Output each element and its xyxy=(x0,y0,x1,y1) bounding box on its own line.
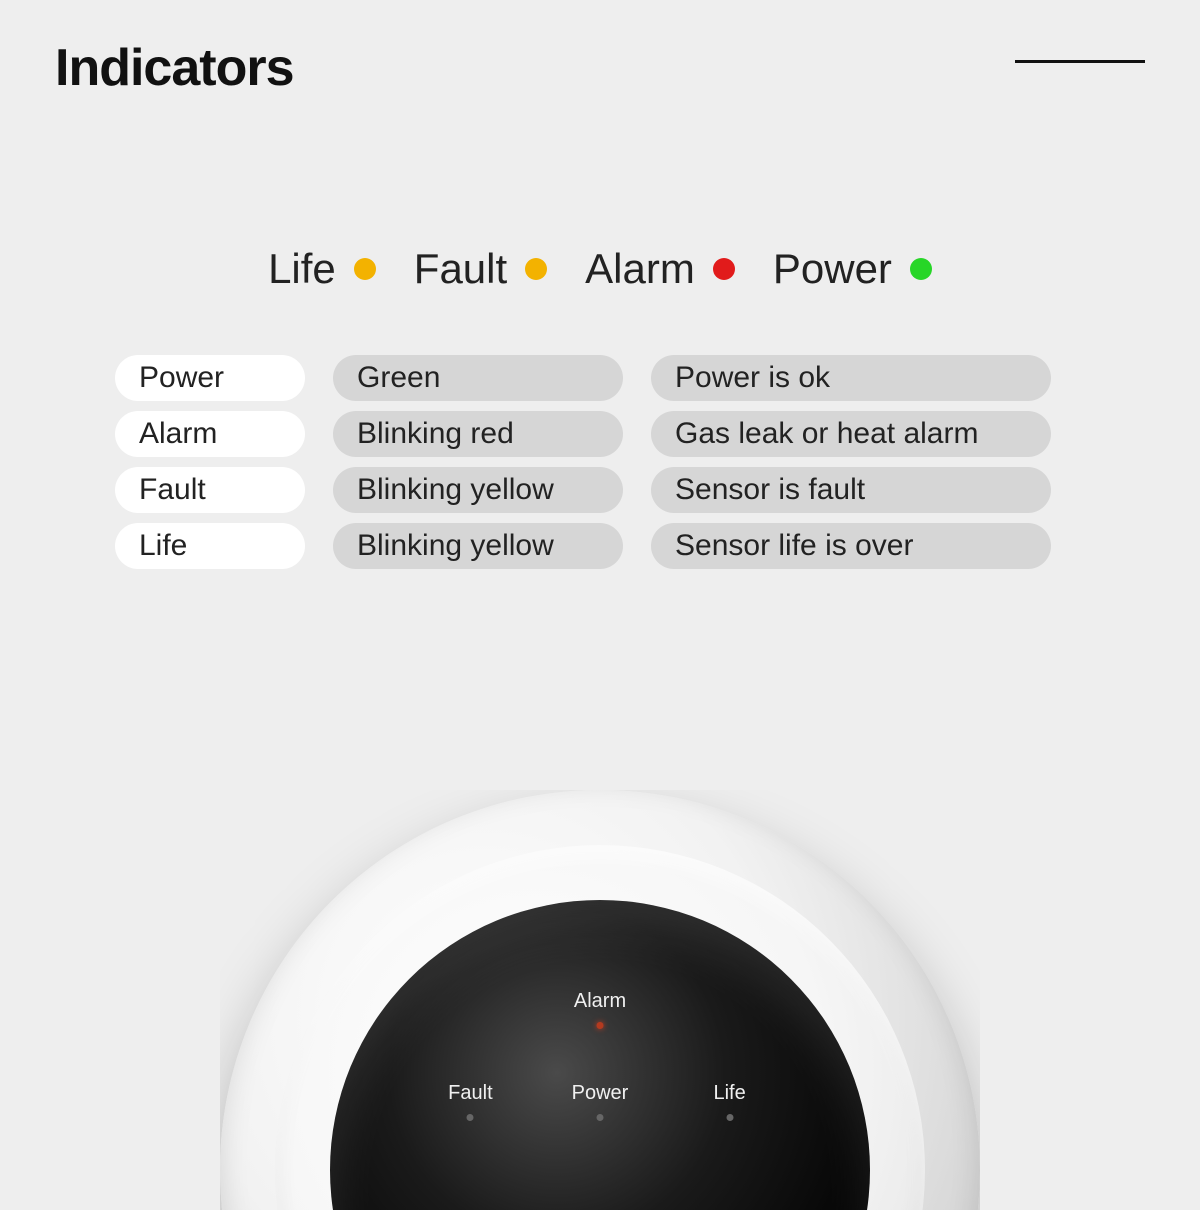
cell-meaning: Power is ok xyxy=(651,355,1051,401)
device-shell: Alarm Fault Power Life xyxy=(220,790,980,1210)
device-label-life: Life xyxy=(713,1082,745,1105)
device-label-fault: Fault xyxy=(448,1082,492,1105)
indicator-table: Power Green Power is ok Alarm Blinking r… xyxy=(115,355,1085,569)
device-led-fault-icon xyxy=(467,1114,474,1121)
cell-indicator: Power xyxy=(115,355,305,401)
legend-label: Fault xyxy=(414,245,507,293)
cell-meaning: Sensor is fault xyxy=(651,467,1051,513)
cell-state: Blinking red xyxy=(333,411,623,457)
legend-dot-icon xyxy=(525,258,547,280)
cell-state: Blinking yellow xyxy=(333,467,623,513)
legend-item-power: Power xyxy=(773,245,932,293)
table-row: Alarm Blinking red Gas leak or heat alar… xyxy=(115,411,1085,457)
device-led-alarm-icon xyxy=(597,1022,604,1029)
legend-item-alarm: Alarm xyxy=(585,245,735,293)
legend-label: Alarm xyxy=(585,245,695,293)
legend-label: Power xyxy=(773,245,892,293)
decorative-line xyxy=(1015,60,1145,63)
cell-meaning: Sensor life is over xyxy=(651,523,1051,569)
cell-indicator: Fault xyxy=(115,467,305,513)
legend-dot-icon xyxy=(713,258,735,280)
legend-dot-icon xyxy=(354,258,376,280)
cell-state: Green xyxy=(333,355,623,401)
table-row: Power Green Power is ok xyxy=(115,355,1085,401)
cell-meaning: Gas leak or heat alarm xyxy=(651,411,1051,457)
device-label-power: Power xyxy=(572,1082,629,1105)
device-led-power-icon xyxy=(597,1114,604,1121)
legend-item-life: Life xyxy=(268,245,376,293)
table-row: Fault Blinking yellow Sensor is fault xyxy=(115,467,1085,513)
indicator-legend: Life Fault Alarm Power xyxy=(0,245,1200,293)
table-row: Life Blinking yellow Sensor life is over xyxy=(115,523,1085,569)
device-illustration: Alarm Fault Power Life xyxy=(220,790,980,1210)
legend-label: Life xyxy=(268,245,336,293)
cell-state: Blinking yellow xyxy=(333,523,623,569)
device-label-alarm: Alarm xyxy=(574,990,626,1013)
legend-item-fault: Fault xyxy=(414,245,547,293)
page-title: Indicators xyxy=(55,38,294,98)
cell-indicator: Alarm xyxy=(115,411,305,457)
legend-dot-icon xyxy=(910,258,932,280)
cell-indicator: Life xyxy=(115,523,305,569)
device-led-life-icon xyxy=(726,1114,733,1121)
